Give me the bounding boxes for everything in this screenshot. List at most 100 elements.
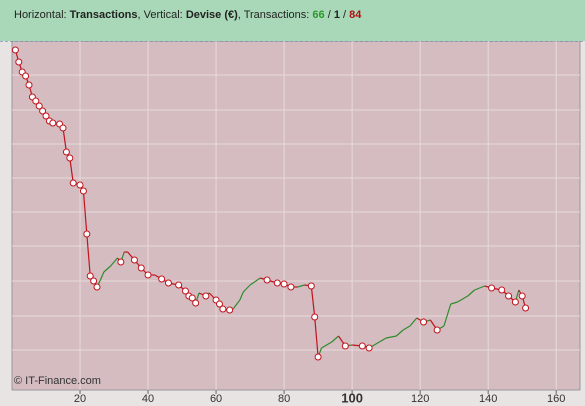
point xyxy=(42,112,50,120)
point xyxy=(181,287,189,295)
point xyxy=(79,187,87,195)
point xyxy=(522,304,530,312)
point xyxy=(49,119,57,127)
point xyxy=(117,258,125,266)
x-tick-label: 140 xyxy=(479,393,497,405)
segment xyxy=(379,337,387,343)
segment xyxy=(110,257,118,267)
point xyxy=(273,279,281,287)
segment xyxy=(450,301,458,305)
point xyxy=(358,342,366,350)
count-down: 84 xyxy=(349,9,362,21)
point xyxy=(32,97,40,105)
point xyxy=(488,284,496,292)
point xyxy=(164,279,172,287)
segment xyxy=(249,277,261,286)
v-label: , Vertical: xyxy=(137,9,183,21)
count-up: 66 xyxy=(312,9,325,21)
segment xyxy=(86,233,91,277)
count-label: , Transactions: xyxy=(237,9,310,21)
point xyxy=(175,281,183,289)
point xyxy=(280,280,288,288)
segment xyxy=(386,335,397,339)
point xyxy=(311,313,319,321)
segment xyxy=(69,157,74,184)
point xyxy=(93,283,101,291)
segment xyxy=(395,329,404,337)
point xyxy=(66,154,74,162)
point xyxy=(188,294,196,302)
segment xyxy=(467,289,475,297)
point xyxy=(83,230,91,238)
point xyxy=(307,282,315,290)
h-value: Transactions xyxy=(69,9,138,21)
segment xyxy=(321,341,333,349)
point xyxy=(59,124,67,132)
point xyxy=(69,179,77,187)
point xyxy=(22,72,30,80)
series xyxy=(11,41,557,390)
point xyxy=(433,326,441,334)
point xyxy=(498,286,506,294)
point xyxy=(25,81,33,89)
x-tick-label: 160 xyxy=(547,393,565,405)
point xyxy=(11,46,19,54)
point xyxy=(511,298,519,306)
count-flat: 1 xyxy=(333,9,340,21)
point xyxy=(420,318,428,326)
segment xyxy=(242,284,251,293)
segment xyxy=(331,335,339,343)
segment xyxy=(474,285,485,291)
sep: / xyxy=(343,9,347,21)
point xyxy=(287,283,295,291)
header: Horizontal: Transactions, Vertical: Devi… xyxy=(0,0,585,41)
point xyxy=(263,276,271,284)
segment xyxy=(409,317,418,327)
segment xyxy=(103,265,112,273)
point xyxy=(137,264,145,272)
point xyxy=(130,256,138,264)
segment xyxy=(310,285,316,318)
point xyxy=(62,148,70,156)
x-tick-label: 120 xyxy=(411,393,429,405)
plot-area xyxy=(11,40,581,391)
point xyxy=(314,353,322,361)
point xyxy=(226,306,234,314)
x-tick-label: 100 xyxy=(341,390,363,405)
h-label: Horizontal: xyxy=(14,9,67,21)
segment xyxy=(99,271,105,281)
point xyxy=(518,292,526,300)
segment xyxy=(457,295,469,303)
sep: / xyxy=(327,9,331,21)
point xyxy=(202,292,210,300)
segment xyxy=(402,325,411,331)
point xyxy=(505,292,513,300)
point xyxy=(76,181,84,189)
point xyxy=(144,271,152,279)
v-value: Devise (€) xyxy=(185,9,238,21)
segment xyxy=(232,299,241,310)
point xyxy=(15,58,23,66)
point xyxy=(365,344,373,352)
point xyxy=(35,102,43,110)
point xyxy=(90,277,98,285)
x-tick-label: 20 xyxy=(74,393,86,405)
point xyxy=(192,299,200,307)
x-tick-label: 80 xyxy=(278,393,290,405)
footer: © IT-Finance.com xyxy=(14,375,101,387)
segment xyxy=(297,284,305,288)
point xyxy=(341,342,349,350)
x-tick-label: 60 xyxy=(210,393,222,405)
x-tick-label: 40 xyxy=(142,393,154,405)
segment xyxy=(62,127,68,153)
point xyxy=(39,107,47,115)
point xyxy=(158,275,166,283)
h-grid xyxy=(12,74,580,351)
segment xyxy=(239,291,244,301)
segment xyxy=(314,316,319,358)
segment xyxy=(443,303,452,327)
point xyxy=(215,300,223,308)
point xyxy=(219,305,227,313)
